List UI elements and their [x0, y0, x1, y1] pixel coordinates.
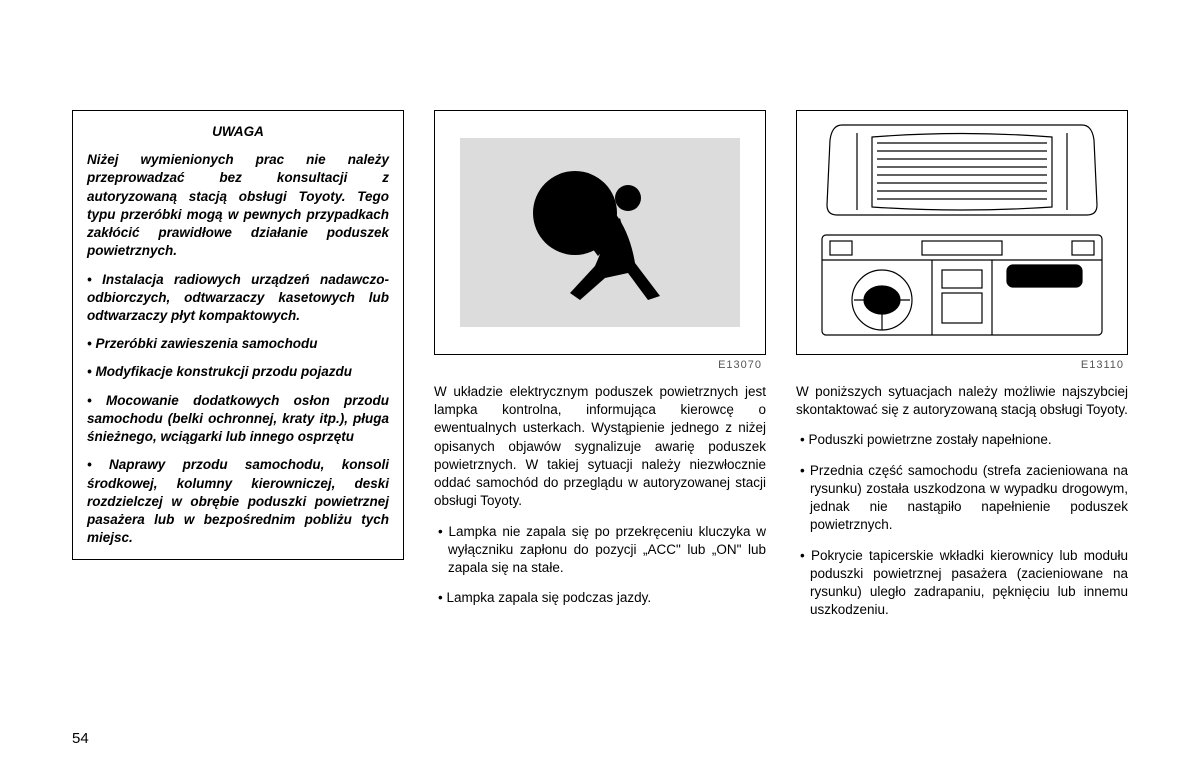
column-1: UWAGA Niżej wymienionych prac nie należy… — [72, 110, 404, 631]
warning-box: UWAGA Niżej wymienionych prac nie należy… — [72, 110, 404, 560]
figure-airbag-warning-light — [434, 110, 766, 355]
warning-bullet: • Przeróbki zawieszenia samochodu — [87, 335, 389, 353]
warning-bullet: • Modyfikacje konstrukcji przodu pojazdu — [87, 363, 389, 381]
bullet-item: • Przednia część samochodu (strefa zacie… — [796, 462, 1128, 535]
column-2: E13070 W układzie elektrycznym poduszek … — [434, 110, 766, 631]
warning-bullet: • Mocowanie dodatkowych osłon przodu sam… — [87, 392, 389, 447]
bullet-item: • Poduszki powietrzne zostały napełnione… — [796, 431, 1128, 449]
bullet-item: • Lampka nie zapala się po przekręceniu … — [434, 523, 766, 578]
figure-code: E13110 — [796, 359, 1128, 371]
warning-bullet: • Instalacja radiowych urządzeń nadawczo… — [87, 271, 389, 326]
bullet-item: • Lampka zapala się podczas jazdy. — [434, 589, 766, 607]
page-number: 54 — [72, 730, 89, 747]
body-paragraph: W poniższych sytuacjach należy możliwie … — [796, 383, 1128, 419]
airbag-icon — [520, 158, 680, 308]
warning-bullet: • Naprawy przodu samochodu, konsoli środ… — [87, 456, 389, 547]
warning-intro: Niżej wymienionych prac nie należy przep… — [87, 151, 389, 260]
body-paragraph: W układzie elektrycznym poduszek powietr… — [434, 383, 766, 511]
car-diagram-icon — [802, 115, 1122, 350]
figure-inner-bg — [460, 138, 741, 328]
figure-code: E13070 — [434, 359, 766, 371]
figure-car-dashboard — [796, 110, 1128, 355]
three-column-layout: UWAGA Niżej wymienionych prac nie należy… — [72, 110, 1128, 631]
bullet-item: • Pokrycie tapicerskie wkładki kierownic… — [796, 547, 1128, 620]
column-3: E13110 W poniższych sytuacjach należy mo… — [796, 110, 1128, 631]
warning-title: UWAGA — [87, 123, 389, 141]
